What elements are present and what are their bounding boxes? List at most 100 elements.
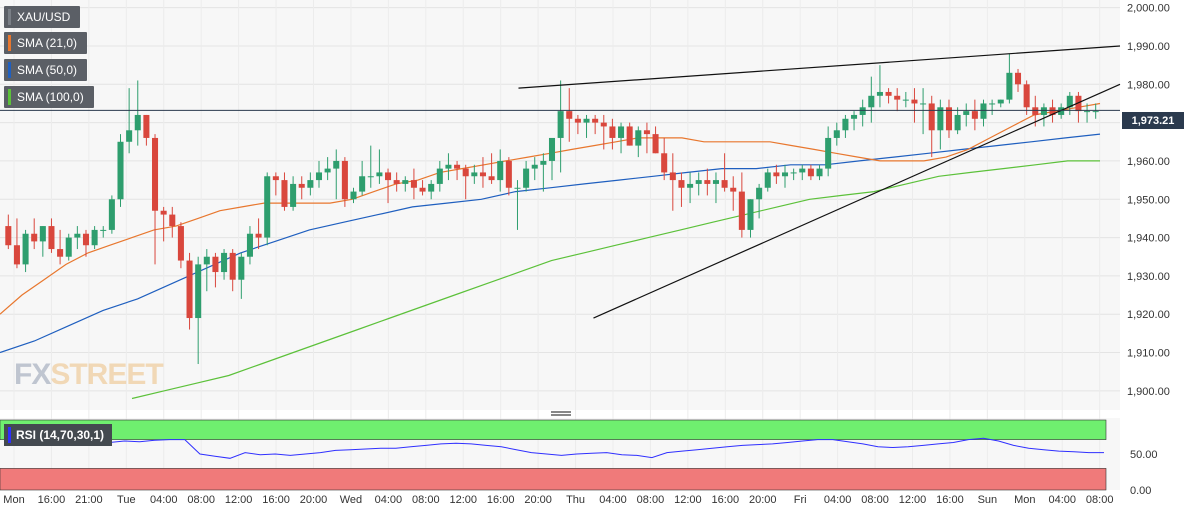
candle-body [618, 126, 625, 138]
legend-label: SMA (21,0) [17, 36, 78, 50]
trendline [518, 45, 1121, 89]
candle-body [367, 176, 374, 178]
candle-body [359, 176, 366, 192]
y-tick-label: 1,980.00 [1127, 79, 1170, 91]
candle-body [600, 122, 607, 127]
fxstreet-logo: FXSTREET [14, 358, 164, 392]
candle-body [497, 160, 504, 181]
legend-swatch [8, 62, 11, 78]
candle-body [454, 164, 461, 169]
candle-body [82, 233, 90, 246]
sma-50-line [0, 133, 1101, 354]
x-tick-label: 08:00 [1086, 494, 1114, 506]
candle-body [911, 99, 918, 104]
candle-body [505, 160, 512, 188]
candle-body [928, 103, 935, 131]
candle-body [315, 172, 323, 181]
candle-body [212, 256, 219, 273]
x-axis-labels: Mon 16:00 21:00 Tue 04:00 08:00 12:00 16:00 20:0… [3, 494, 1113, 506]
divider-grip-top[interactable] [551, 411, 571, 413]
legend-rsi[interactable]: RSI (14,70,30,1) [4, 424, 113, 446]
candle-body [1058, 107, 1065, 115]
candle-body [410, 180, 417, 188]
x-tick-label: 16:00 [38, 494, 66, 506]
candle-body [557, 111, 564, 138]
x-tick-label: 08:00 [412, 494, 440, 506]
x-tick-label: Thu [566, 494, 585, 506]
candle-body [462, 168, 469, 177]
legend-sma-50[interactable]: SMA (50,0) [4, 59, 88, 81]
legend-swatch [8, 89, 11, 105]
candle-body [264, 176, 271, 238]
candle-body [790, 172, 797, 174]
candle-body [350, 191, 357, 200]
sma-100-layer [131, 160, 1100, 400]
x-tick-label: 21:00 [75, 494, 103, 506]
candle-body [687, 183, 694, 188]
candle-body [246, 233, 253, 257]
candle-body [937, 107, 944, 131]
candle-body [1014, 72, 1022, 85]
candle-body [195, 264, 202, 319]
legend-swatch [8, 35, 11, 51]
candle-body [574, 118, 581, 123]
candle-body [298, 183, 305, 188]
candle-body [842, 118, 849, 131]
candle-body [643, 130, 650, 135]
candle-body [229, 252, 236, 280]
legend-label: XAU/USD [17, 10, 71, 24]
candle-body [5, 226, 12, 246]
candle-body [695, 180, 702, 184]
rsi-line [3, 437, 1104, 459]
rsi-line-layer [3, 437, 1104, 459]
candle-body [997, 99, 1004, 104]
divider-grip-bottom[interactable] [551, 414, 571, 416]
candle-body [160, 210, 167, 215]
legend-sma-100[interactable]: SMA (100,0) [4, 86, 94, 108]
candle-body [186, 260, 193, 319]
candle-body [816, 168, 823, 177]
candle-body [48, 226, 55, 250]
x-tick-label: Mon [3, 494, 24, 506]
candle-body [635, 130, 642, 146]
legend-swatch [8, 9, 11, 25]
candle-body [833, 130, 840, 138]
candle-body [307, 180, 314, 188]
candle-body [807, 168, 814, 177]
candle-body [894, 95, 901, 100]
last-price-value: 1,973.21 [1131, 114, 1175, 127]
candle-body [488, 176, 495, 181]
candles [5, 53, 1099, 365]
candle-body [885, 91, 892, 96]
candle-body [989, 103, 996, 105]
trendline [593, 83, 1121, 319]
rsi-bands [0, 419, 1107, 491]
y-tick-label: 1,930.00 [1127, 271, 1170, 283]
x-tick-label: 04:00 [824, 494, 852, 506]
legend-xauusd[interactable]: XAU/USD [4, 6, 81, 28]
candle-body [238, 256, 245, 280]
x-tick-label: 04:00 [375, 494, 403, 506]
candle-body [393, 180, 400, 184]
candle-body [868, 95, 875, 108]
candle-body [531, 164, 538, 169]
candle-body [548, 137, 556, 161]
x-tick-label: 20:00 [300, 494, 328, 506]
candle-body [514, 187, 521, 189]
candle-body [756, 187, 763, 200]
candle-body [281, 180, 288, 207]
candle-body [902, 99, 909, 101]
candle-body [609, 126, 616, 138]
legend-sma-21[interactable]: SMA (21,0) [4, 32, 88, 54]
x-tick-label: 12:00 [899, 494, 927, 506]
candle-body [272, 176, 279, 181]
candle-body [851, 114, 858, 119]
trendlines [518, 45, 1121, 319]
x-tick-label: 12:00 [225, 494, 253, 506]
candle-body [825, 137, 832, 169]
y-tick-label: 1,960.00 [1127, 156, 1170, 168]
candle-body [1084, 111, 1091, 113]
rsi-oversold-band [0, 468, 1107, 491]
x-tick-label: 08:00 [637, 494, 665, 506]
